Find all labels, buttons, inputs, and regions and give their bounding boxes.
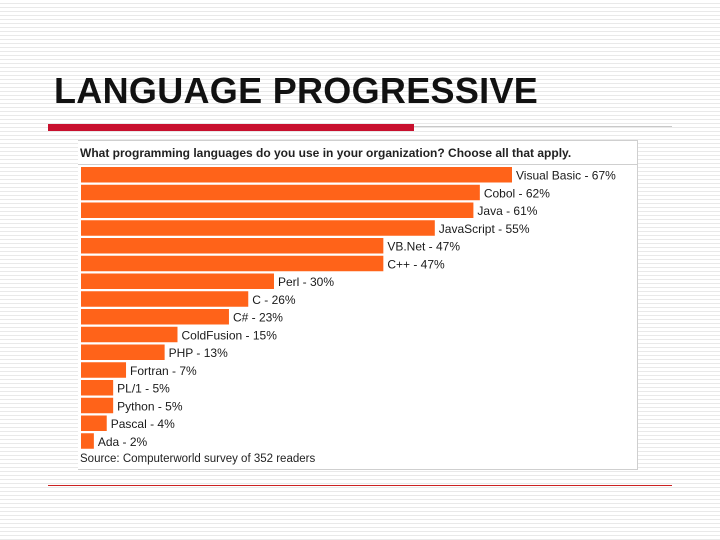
bar-label: Fortran - 7% [130, 364, 197, 378]
footer-rule [48, 485, 672, 486]
bar-perl [81, 273, 274, 289]
bar-pascal [81, 415, 107, 431]
panel-header-divider [78, 164, 638, 165]
bar-ada [81, 433, 94, 449]
bar-vb-net [81, 238, 384, 254]
bar-c- [81, 255, 384, 272]
bar-label: C - 26% [252, 293, 296, 307]
bar-label: PL/1 - 5% [117, 382, 170, 396]
bar-label: C++ - 47% [387, 257, 445, 271]
chart-source: Source: Computerworld survey of 352 read… [80, 453, 316, 465]
bar-c- [81, 309, 229, 325]
panel-bottom-border [78, 469, 638, 470]
title-underline-rule [414, 126, 672, 127]
bar-coldfusion [81, 326, 178, 343]
bar-python [81, 397, 114, 414]
bar-label: JavaScript - 55% [439, 222, 530, 236]
bar-label: Pascal - 4% [111, 417, 175, 431]
slide-title: LANGUAGE PROGRESSIVE [54, 70, 539, 111]
panel-right-border [637, 140, 638, 470]
bar-java [81, 202, 474, 218]
chart-panel: What programming languages do you use in… [78, 140, 638, 470]
bar-php [81, 344, 165, 360]
bar-label: Java - 61% [477, 204, 537, 218]
bar-fortran [81, 362, 127, 378]
bar-label: C# - 23% [233, 311, 283, 325]
bar-label: PHP - 13% [169, 346, 228, 360]
bar-label: Python - 5% [117, 399, 183, 413]
bar-javascript [81, 220, 435, 236]
bar-label: Perl - 30% [278, 275, 334, 289]
bar-chart: Visual Basic - 67% Cobol - 62% Java - 61% J… [81, 167, 616, 449]
bar-visual-basic [81, 167, 512, 183]
bar-label: Visual Basic - 67% [516, 169, 616, 183]
title-underline-accent [48, 124, 414, 131]
bar-label: VB.Net - 47% [387, 240, 460, 254]
bar-label: Cobol - 62% [484, 186, 550, 200]
bar-label: Ada - 2% [98, 435, 148, 449]
bar-cobol [81, 184, 480, 201]
bar-label: ColdFusion - 15% [181, 328, 277, 342]
chart-title: What programming languages do you use in… [80, 146, 572, 160]
bar-c [81, 291, 249, 307]
panel-top-border [78, 140, 638, 141]
bar-pl-1 [81, 380, 114, 396]
